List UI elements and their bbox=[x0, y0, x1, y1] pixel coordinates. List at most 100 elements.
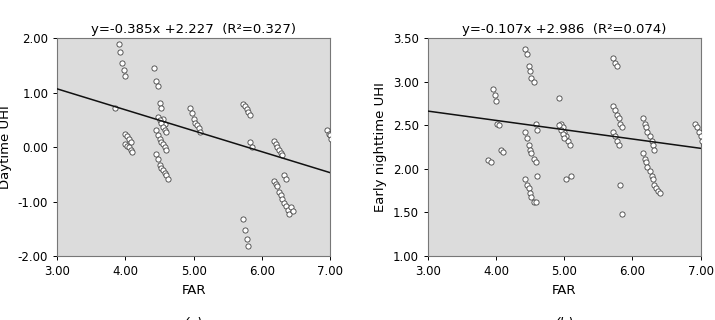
Point bbox=[530, 159, 541, 164]
Point bbox=[651, 186, 662, 191]
Point bbox=[242, 109, 254, 114]
Point bbox=[644, 168, 655, 173]
Point bbox=[237, 216, 249, 221]
Point bbox=[492, 121, 503, 126]
Point bbox=[127, 149, 138, 154]
Point bbox=[555, 121, 566, 126]
Point bbox=[639, 156, 651, 161]
Point bbox=[528, 79, 539, 84]
Text: (a): (a) bbox=[184, 317, 203, 320]
Point bbox=[608, 104, 619, 109]
Point bbox=[637, 116, 649, 121]
Point bbox=[610, 107, 621, 112]
Point bbox=[157, 116, 169, 122]
Point bbox=[154, 100, 165, 105]
Point bbox=[184, 106, 196, 111]
Point bbox=[558, 136, 570, 141]
Point bbox=[530, 199, 541, 204]
Point bbox=[560, 177, 571, 182]
Point bbox=[493, 123, 505, 128]
Point bbox=[273, 189, 285, 194]
Point bbox=[646, 173, 657, 179]
Y-axis label: Daytime UHI: Daytime UHI bbox=[0, 105, 12, 189]
Point bbox=[280, 176, 292, 181]
Point bbox=[641, 124, 652, 130]
Point bbox=[121, 144, 132, 149]
Point bbox=[119, 74, 131, 79]
Point bbox=[610, 60, 621, 65]
Point bbox=[155, 106, 167, 111]
Point bbox=[239, 104, 250, 109]
X-axis label: FAR: FAR bbox=[552, 284, 576, 297]
Point bbox=[161, 147, 172, 152]
Point bbox=[121, 134, 132, 139]
X-axis label: FAR: FAR bbox=[182, 284, 206, 297]
Point bbox=[119, 142, 131, 147]
Point bbox=[691, 124, 703, 130]
Point bbox=[490, 99, 502, 104]
Point bbox=[161, 129, 172, 134]
Point bbox=[526, 75, 537, 80]
Point bbox=[275, 150, 287, 155]
Point bbox=[152, 133, 164, 138]
Point bbox=[519, 130, 531, 135]
Point bbox=[189, 120, 201, 125]
Point bbox=[287, 209, 298, 214]
Point bbox=[125, 139, 137, 144]
Point bbox=[194, 129, 206, 134]
Point bbox=[159, 122, 171, 127]
Point bbox=[637, 151, 649, 156]
Point bbox=[237, 101, 249, 106]
Point bbox=[558, 130, 570, 135]
Point bbox=[321, 127, 332, 132]
Point bbox=[646, 139, 657, 144]
Point bbox=[526, 194, 537, 199]
Point bbox=[649, 147, 660, 152]
Point bbox=[647, 142, 659, 147]
Point bbox=[154, 162, 165, 167]
Point bbox=[154, 117, 165, 123]
Point bbox=[689, 121, 701, 126]
Point bbox=[614, 182, 626, 187]
Point bbox=[555, 127, 566, 132]
Point bbox=[482, 158, 493, 163]
Point bbox=[273, 147, 285, 152]
Point bbox=[155, 139, 167, 144]
Point bbox=[268, 138, 280, 143]
Point bbox=[649, 182, 660, 187]
Point bbox=[524, 147, 536, 152]
Point bbox=[125, 147, 137, 152]
Point bbox=[616, 124, 628, 130]
Point bbox=[109, 106, 121, 111]
Point bbox=[157, 124, 169, 129]
Point bbox=[521, 182, 533, 187]
Text: (b): (b) bbox=[555, 317, 574, 320]
Point bbox=[152, 84, 164, 89]
Point bbox=[519, 177, 531, 182]
Point bbox=[528, 156, 539, 161]
Point bbox=[280, 204, 292, 209]
Point bbox=[613, 116, 624, 121]
Point bbox=[244, 139, 255, 144]
Point bbox=[123, 136, 134, 141]
Point bbox=[531, 173, 543, 179]
Point bbox=[613, 142, 624, 147]
Point bbox=[639, 121, 651, 126]
Point bbox=[553, 95, 565, 100]
Point bbox=[242, 244, 254, 249]
Point bbox=[557, 132, 568, 137]
Point bbox=[277, 153, 288, 158]
Point bbox=[521, 136, 533, 141]
Point bbox=[326, 136, 337, 141]
Point bbox=[608, 55, 619, 60]
Point bbox=[523, 186, 535, 191]
Point bbox=[119, 68, 130, 73]
Point bbox=[564, 142, 576, 147]
Point bbox=[524, 191, 536, 196]
Point bbox=[159, 145, 171, 150]
Point bbox=[612, 139, 623, 144]
Point bbox=[152, 115, 164, 120]
Point bbox=[566, 173, 577, 179]
Point bbox=[531, 127, 543, 132]
Point bbox=[497, 149, 508, 154]
